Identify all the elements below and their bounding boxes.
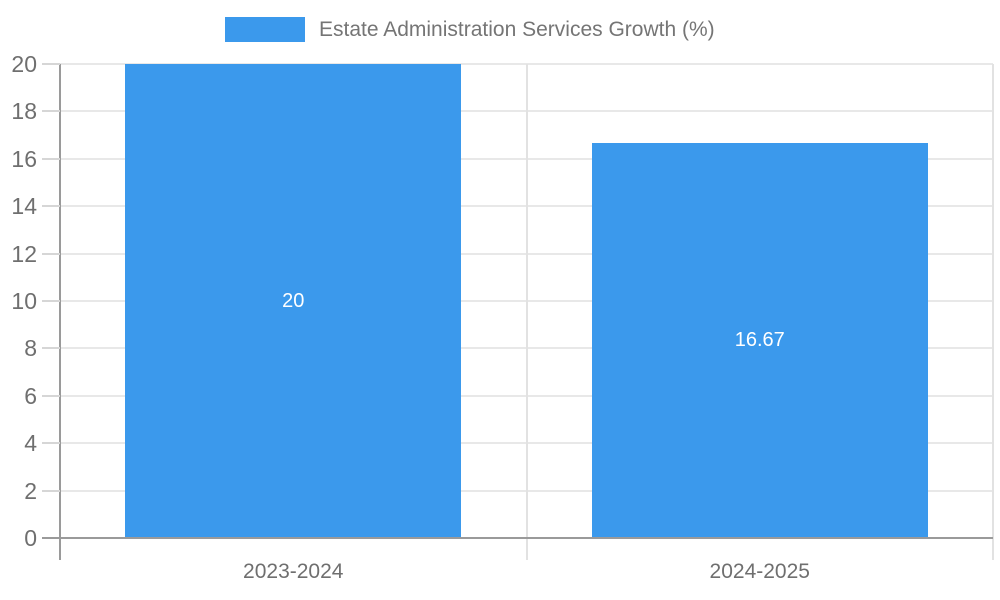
bar-value-label: 16.67 <box>734 328 785 351</box>
plot-right-edge <box>992 64 994 560</box>
bar[interactable]: 20 <box>125 64 462 538</box>
y-tick-label: 12 <box>11 240 37 267</box>
x-category-label: 2023-2024 <box>243 560 344 583</box>
y-axis-ticks <box>42 63 60 538</box>
y-tick-label: 18 <box>11 98 37 125</box>
y-tick <box>42 489 60 492</box>
y-tick-label: 20 <box>11 51 37 77</box>
y-tick <box>42 157 60 160</box>
y-tick <box>42 300 60 302</box>
y-tick <box>42 110 60 113</box>
x-category-label: 2024-2025 <box>709 560 810 583</box>
category-divider <box>525 64 528 560</box>
x-axis-line <box>42 537 993 539</box>
y-tick <box>42 394 60 397</box>
y-tick-label: 8 <box>24 335 37 362</box>
y-tick-label: 0 <box>24 525 37 551</box>
x-axis-labels: 2023-2024 2024-2025 <box>60 560 993 590</box>
y-axis-labels: 0 2 4 6 8 10 12 14 16 18 20 <box>0 51 37 551</box>
y-tick-label: 14 <box>11 193 37 220</box>
y-tick-label: 2 <box>24 477 37 504</box>
y-tick <box>42 205 60 208</box>
y-tick <box>42 63 60 65</box>
y-tick <box>42 442 60 445</box>
legend-swatch-icon <box>225 17 305 42</box>
y-tick-label: 16 <box>11 145 37 172</box>
y-tick-label: 10 <box>11 288 37 314</box>
legend-item[interactable]: Estate Administration Services Growth (%… <box>225 17 715 42</box>
legend: Estate Administration Services Growth (%… <box>225 17 715 42</box>
y-tick <box>42 347 60 350</box>
bar[interactable]: 16.67 <box>591 142 928 538</box>
y-tick-label: 6 <box>24 382 37 409</box>
y-axis-line <box>59 64 61 560</box>
bar-value-label: 20 <box>282 289 305 312</box>
legend-label: Estate Administration Services Growth (%… <box>319 17 715 41</box>
y-tick-label: 4 <box>24 430 37 457</box>
plot-area: 20 16.67 <box>60 63 994 560</box>
y-tick <box>42 252 60 255</box>
